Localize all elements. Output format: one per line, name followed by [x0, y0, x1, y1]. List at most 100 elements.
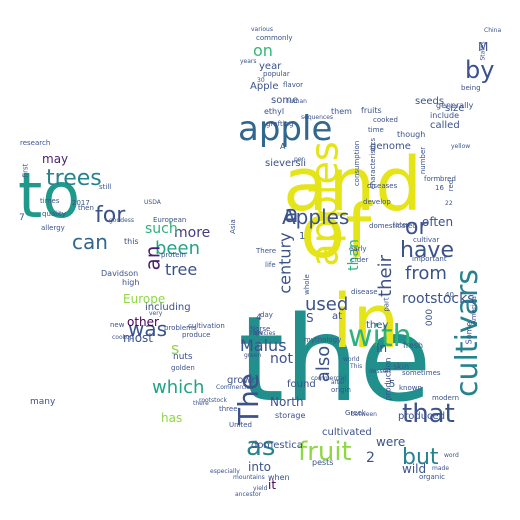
word-being: being — [461, 84, 481, 92]
word-number: number — [419, 146, 428, 175]
word-the: the — [238, 290, 432, 428]
word-used: used — [305, 294, 349, 315]
word-been: been — [155, 238, 200, 259]
word-most: most — [123, 331, 153, 345]
word-north: North — [270, 395, 304, 409]
word-domestica: domestica — [251, 440, 303, 451]
word-as: as — [246, 432, 276, 462]
word-was: was — [128, 317, 168, 341]
word-ancestor: ancestor — [235, 491, 262, 498]
word-flavor: flavor — [283, 81, 304, 89]
word-7: 7 — [19, 213, 25, 223]
word-davidson: Davidson — [101, 269, 139, 278]
word-ethyl: ethyl — [264, 107, 285, 116]
word-genome: genome — [370, 141, 411, 152]
word-cultivated: cultivated — [322, 427, 372, 438]
word-than: than — [345, 239, 362, 271]
word-after: after — [331, 379, 346, 386]
word-other: other — [127, 315, 159, 329]
word-apples: apples — [302, 141, 347, 267]
word-and: and — [283, 142, 423, 228]
word-greek: Greek — [345, 409, 366, 417]
word-late: late — [393, 221, 407, 229]
word-generally: generally — [436, 101, 474, 110]
word-known: known — [399, 384, 422, 392]
word-china: China — [484, 27, 502, 34]
word-called: called — [430, 120, 460, 131]
word-made: made — [432, 465, 450, 472]
word-europe: Europe — [123, 292, 166, 306]
word-day: day — [260, 311, 273, 319]
word-cookup: cookup — [112, 334, 134, 341]
word-first: first — [21, 163, 30, 178]
word-in: in — [332, 279, 400, 365]
word-cooked: cooked — [373, 116, 398, 124]
word-grown: grown — [227, 375, 258, 386]
word-by: by — [465, 56, 495, 84]
word-european: European — [153, 216, 187, 224]
word-popular: popular — [263, 70, 290, 78]
word-it: it — [268, 478, 277, 492]
word-such: such — [145, 221, 178, 237]
word-some: Some — [464, 321, 474, 345]
word-sequences: sequences — [301, 114, 334, 121]
word-raw: raw — [250, 329, 263, 337]
word-pests: pests — [312, 458, 334, 467]
word-form: form — [424, 175, 441, 183]
word-there: There — [256, 247, 277, 255]
word-disease: disease — [351, 288, 378, 296]
word-norse: Norse — [250, 325, 271, 333]
word-sieversii: sieversii — [265, 158, 307, 169]
word-yellow: yellow — [451, 143, 471, 150]
word-fruits: fruits — [361, 106, 382, 115]
word-golden: golden — [171, 364, 195, 372]
word-america: America — [469, 296, 478, 325]
word-characteristics: characteristics — [369, 137, 378, 190]
word-often: often — [422, 215, 454, 229]
word-4: 4 — [256, 313, 262, 323]
word-red: red — [447, 179, 456, 192]
word-early: early — [349, 245, 367, 253]
word-apple: Apple — [250, 81, 279, 92]
word-this: this — [124, 237, 139, 246]
word-apple: apple — [238, 109, 333, 149]
word-usda: USDA — [144, 199, 161, 206]
word-very: very — [149, 310, 163, 317]
word-origin: origin — [331, 386, 351, 394]
word-still: still — [99, 183, 112, 191]
word-rootstock: rootstock — [199, 397, 227, 404]
word-grafting: grafting — [266, 120, 294, 128]
word-at: at — [332, 311, 343, 322]
word-into: into — [248, 460, 271, 474]
word-in: In — [376, 341, 388, 355]
word-commercial: commercial — [311, 375, 346, 382]
word-on: on — [253, 41, 273, 60]
word-include: include — [430, 111, 459, 120]
word-including: including — [145, 302, 191, 313]
word-22: 22 — [445, 200, 453, 207]
word-part: part — [382, 297, 391, 312]
word-with: with — [348, 319, 412, 354]
word-them: them — [331, 107, 352, 116]
word-but: but — [402, 445, 439, 470]
word-1: 1 — [299, 231, 306, 242]
word-an: an — [140, 245, 165, 271]
word-research: research — [20, 139, 51, 147]
word-commonly: commonly — [256, 34, 293, 42]
word-30: 30 — [257, 77, 265, 84]
word-found: found — [287, 379, 316, 390]
word-when: when — [268, 473, 290, 482]
word-allergy: allergy — [41, 224, 65, 232]
word-though: though — [397, 130, 426, 139]
word-fruit: fruit — [298, 437, 352, 467]
word-cider: cider — [351, 256, 369, 264]
word-2: 2 — [366, 450, 375, 466]
word-asia: Asia — [228, 219, 237, 234]
word-has: has — [161, 411, 183, 425]
word-m: M — [478, 40, 489, 54]
word-to: to — [18, 159, 81, 232]
word-their: their — [374, 255, 396, 297]
word-40: 40 — [445, 291, 454, 299]
word-malus: Malus — [240, 336, 287, 355]
